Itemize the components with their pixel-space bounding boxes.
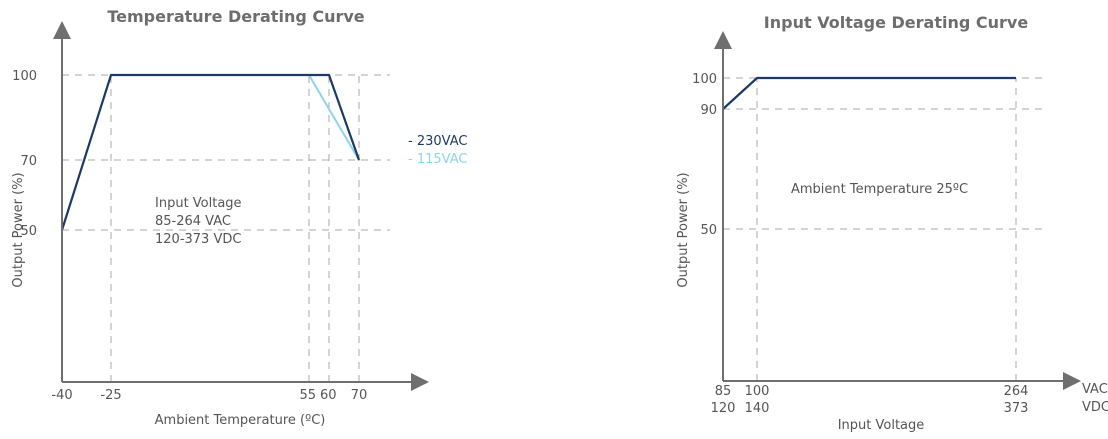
temperature-series-line-1 (308, 74, 360, 161)
temperature-ytick-70: 70 (20, 154, 37, 169)
voltage-chart-grid (723, 77, 1045, 381)
temperature-chart-ylabel: Output Power (%) (11, 172, 26, 287)
voltage-xtick-dc-120: 120 (711, 401, 736, 416)
temperature-chart-series (60, 73, 361, 231)
input-voltage-derating-chart: Input Voltage Derating Curve 50 90 100 85 12… (676, 13, 1108, 433)
temperature-derating-chart: Temperature Derating Curve 50 70 100 -40 -25… (11, 7, 467, 428)
voltage-series-line-0 (722, 76, 1016, 110)
voltage-xtick-100: 100 (745, 384, 770, 399)
voltage-xtick-85: 85 (715, 384, 732, 399)
voltage-chart-title: Input Voltage Derating Curve (764, 13, 1029, 32)
temperature-chart-title: Temperature Derating Curve (107, 7, 364, 26)
temperature-series-line-0 (60, 73, 361, 231)
voltage-chart-ylabel: Output Power (%) (676, 172, 691, 287)
temperature-xtick-55: 55 (299, 388, 316, 403)
legend-230vac: - 230VAC (408, 134, 467, 149)
temperature-chart-xlabel: Ambient Temperature (ºC) (155, 413, 326, 428)
temperature-xtick-70: 70 (351, 388, 368, 403)
voltage-chart-xlabel: Input Voltage (838, 418, 925, 433)
temperature-xtick--25: -25 (100, 388, 121, 403)
temperature-xtick--40: -40 (51, 388, 72, 403)
voltage-xtick-264: 264 (1004, 384, 1029, 399)
voltage-chart-axes (714, 31, 1081, 390)
legend-115vac: - 115VAC (408, 152, 467, 167)
voltage-x-unit-vdc: VDC (1082, 400, 1108, 415)
temperature-ytick-100: 100 (12, 69, 37, 84)
temperature-annotation-line-1: Input Voltage (155, 196, 242, 211)
voltage-chart-series (722, 76, 1016, 110)
voltage-chart-ticks: 50 90 100 85 120 100 140 264 373 (692, 72, 1028, 416)
voltage-annotation: Ambient Temperature 25ºC (791, 182, 968, 197)
voltage-x-unit-vac: VAC (1082, 382, 1108, 397)
temperature-annotation-line-2: 85-264 VAC (155, 214, 231, 229)
temperature-xtick-60: 60 (320, 388, 337, 403)
temperature-annotation-line-3: 120-373 VDC (155, 232, 241, 247)
voltage-xtick-dc-140: 140 (745, 401, 770, 416)
voltage-ytick-100: 100 (692, 72, 717, 87)
voltage-xtick-dc-373: 373 (1004, 401, 1029, 416)
voltage-ytick-90: 90 (700, 103, 717, 118)
temperature-chart-axes (53, 21, 429, 391)
temperature-chart-ticks: 50 70 100 -40 -25 55 60 70 (12, 69, 367, 403)
voltage-ytick-50: 50 (700, 223, 717, 238)
temperature-ytick-50: 50 (20, 224, 37, 239)
